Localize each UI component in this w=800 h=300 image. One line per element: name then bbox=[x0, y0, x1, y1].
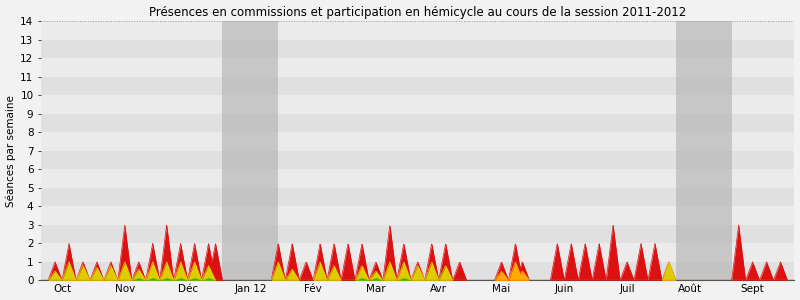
Bar bbox=[41, 114, 794, 132]
Bar bbox=[222, 21, 278, 280]
Bar bbox=[41, 3, 794, 21]
Bar bbox=[41, 21, 794, 40]
Bar bbox=[41, 206, 794, 225]
Bar bbox=[41, 95, 794, 114]
Bar bbox=[41, 76, 794, 95]
Bar bbox=[41, 188, 794, 206]
Bar bbox=[41, 132, 794, 151]
Bar bbox=[41, 243, 794, 262]
Bar bbox=[41, 262, 794, 280]
Bar bbox=[676, 21, 732, 280]
Title: Présences en commissions et participation en hémicycle au cours de la session 20: Présences en commissions et participatio… bbox=[149, 6, 686, 19]
Bar bbox=[41, 169, 794, 188]
Bar bbox=[41, 40, 794, 58]
Y-axis label: Séances par semaine: Séances par semaine bbox=[6, 95, 16, 207]
Bar bbox=[41, 225, 794, 243]
Bar bbox=[41, 151, 794, 169]
Bar bbox=[41, 58, 794, 76]
